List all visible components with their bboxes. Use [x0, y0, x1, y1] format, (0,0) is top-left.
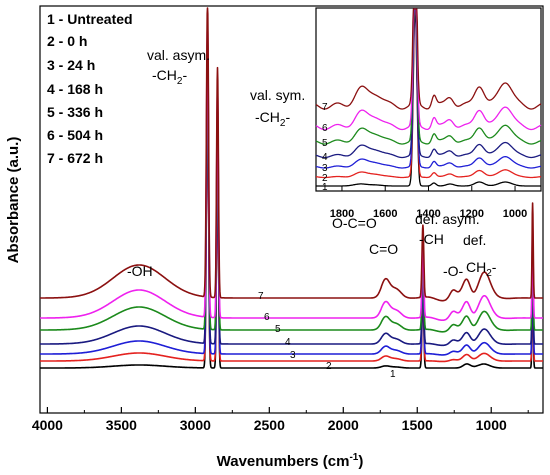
inset-curve-label-2: 2	[322, 173, 328, 184]
series-line-5	[39, 33, 544, 333]
annotation-oco: O-C=O	[332, 215, 377, 231]
legend-item: 1 - Untreated	[47, 11, 133, 27]
curve-label-4: 4	[285, 337, 291, 348]
plot-frame	[39, 5, 544, 414]
y-axis-title: Absorbance (a.u.)	[5, 137, 22, 264]
series-line-1	[39, 72, 544, 369]
curve-label-7: 7	[258, 291, 264, 302]
x-axis-title: Wavenumbers (cm-1)	[217, 452, 364, 470]
curve-label-1: 1	[390, 369, 396, 380]
annotation-co: C=O	[369, 241, 398, 257]
inset-curve-label-7: 7	[322, 102, 328, 113]
series-line-6	[39, 21, 544, 321]
series-line-3	[39, 57, 544, 356]
inset-x-tick-label: 1400	[416, 208, 440, 220]
annotation-def-ch2: CH2-	[466, 259, 497, 279]
peak-annotations: -OH val. asym. -CH2- val. sym. -CH2- O-C…	[127, 47, 497, 279]
x-tick-label: 1000	[476, 417, 507, 433]
legend-item: 4 - 168 h	[47, 81, 103, 97]
x-tick-label: 4000	[32, 417, 63, 433]
series-line-7	[39, 7, 544, 302]
annotation-def-o: -O-	[443, 263, 464, 279]
x-axis-ticks: 4000 3500 3000 2500 2000 1500 1000	[32, 407, 529, 433]
curve-label-3: 3	[290, 350, 296, 361]
inset-series-line-6	[315, 8, 542, 131]
series-line-2	[39, 65, 544, 363]
curve-label-2: 2	[326, 361, 332, 372]
annotation-ch2-sym-title: val. sym.	[250, 87, 305, 103]
inset-series-line-7	[315, 8, 542, 110]
inset-curve-label-6: 6	[322, 123, 328, 134]
inset-series-line-4	[315, 8, 542, 159]
inset-series-line-1	[315, 8, 542, 187]
x-tick-label: 1500	[402, 417, 433, 433]
legend-item: 7 - 672 h	[47, 150, 103, 166]
inset-curve-label-4: 4	[322, 152, 328, 163]
annotation-def-title: def.	[463, 232, 486, 248]
curve-label-5: 5	[275, 324, 281, 335]
inset-x-tick-label: 1000	[503, 208, 527, 220]
inset-series-line-2	[315, 8, 542, 179]
legend-item: 6 - 504 h	[47, 127, 103, 143]
inset-x-tick-label: 1200	[460, 208, 484, 220]
annotation-oh: -OH	[127, 263, 153, 279]
legend-item: 5 - 336 h	[47, 104, 103, 120]
x-tick-label: 3000	[180, 417, 211, 433]
x-tick-label: 2500	[254, 417, 285, 433]
inset-x-tick-label: 1600	[373, 208, 397, 220]
inset-curve-label-5: 5	[322, 138, 328, 149]
curve-label-6: 6	[264, 312, 270, 323]
x-tick-label: 3500	[106, 417, 137, 433]
series-group	[39, 7, 544, 369]
annotation-ch2-asym-group: -CH2-	[152, 67, 187, 87]
annotation-ch2-sym-group: -CH2-	[255, 109, 290, 129]
annotation-ch2-asym-title: val. asym.	[147, 47, 210, 63]
inset-series-line-5	[315, 8, 542, 145]
inset-frame	[315, 7, 542, 192]
legend-item: 3 - 24 h	[47, 57, 95, 73]
inset-x-tick-label: 1800	[330, 208, 354, 220]
inset-curve-label-1: 1	[322, 182, 328, 193]
inset-curve-label-3: 3	[322, 163, 328, 174]
annotation-def-asym-title: def. asym.	[415, 211, 480, 227]
legend: 1 - Untreated 2 - 0 h 3 - 24 h 4 - 168 h…	[47, 11, 133, 166]
annotation-def-asym-group: -CH	[419, 231, 444, 247]
inset-series-group	[315, 8, 542, 187]
inset-x-axis-ticks: 1800 1600 1400 1200 1000	[330, 186, 527, 220]
legend-item: 2 - 0 h	[47, 33, 87, 49]
inset-series-line-3	[315, 8, 542, 169]
x-tick-label: 2000	[328, 417, 359, 433]
series-line-4	[39, 47, 544, 347]
